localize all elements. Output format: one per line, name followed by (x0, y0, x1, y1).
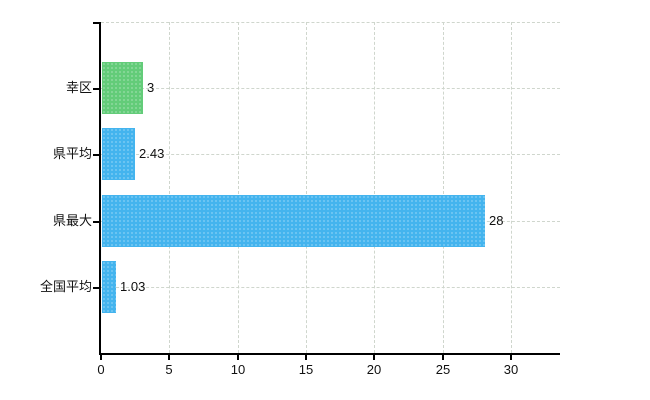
horizontal-gridline (101, 22, 560, 23)
bar-value-label: 3 (147, 80, 155, 95)
category-label: 県最大 (52, 213, 92, 228)
y-axis-line (99, 22, 101, 353)
horizontal-gridline (101, 154, 560, 155)
bar-value-label: 28 (489, 213, 504, 228)
bar-value-label: 1.03 (120, 279, 146, 294)
y-tick (93, 221, 99, 223)
x-tick-label: 5 (165, 362, 173, 377)
x-tick-label: 25 (435, 362, 451, 377)
x-tick (305, 355, 307, 360)
x-tick (100, 355, 102, 360)
vertical-gridline (306, 22, 307, 353)
y-tick (93, 287, 99, 289)
category-label: 全国平均 (39, 279, 92, 294)
vertical-gridline (443, 22, 444, 353)
y-tick (93, 88, 99, 90)
horizontal-gridline (101, 287, 560, 288)
horizontal-gridline (101, 88, 560, 89)
vertical-gridline (169, 22, 170, 353)
vertical-gridline (374, 22, 375, 353)
x-tick (168, 355, 170, 360)
category-label: 幸区 (65, 80, 92, 95)
vertical-gridline (238, 22, 239, 353)
vertical-gridline (511, 22, 512, 353)
bar (102, 195, 485, 247)
bar-value-label: 2.43 (139, 146, 165, 161)
bar (102, 62, 143, 114)
x-tick (237, 355, 239, 360)
x-tick-label: 15 (298, 362, 314, 377)
x-tick-label: 0 (97, 362, 105, 377)
y-tick (93, 22, 99, 24)
x-axis-line (99, 353, 560, 355)
y-tick (93, 154, 99, 156)
x-tick (373, 355, 375, 360)
x-tick-label: 20 (366, 362, 382, 377)
x-tick-label: 30 (503, 362, 519, 377)
x-tick (510, 355, 512, 360)
bar (102, 128, 135, 180)
x-tick (442, 355, 444, 360)
bar (102, 261, 116, 313)
x-tick-label: 10 (230, 362, 246, 377)
category-label: 県平均 (52, 146, 92, 161)
